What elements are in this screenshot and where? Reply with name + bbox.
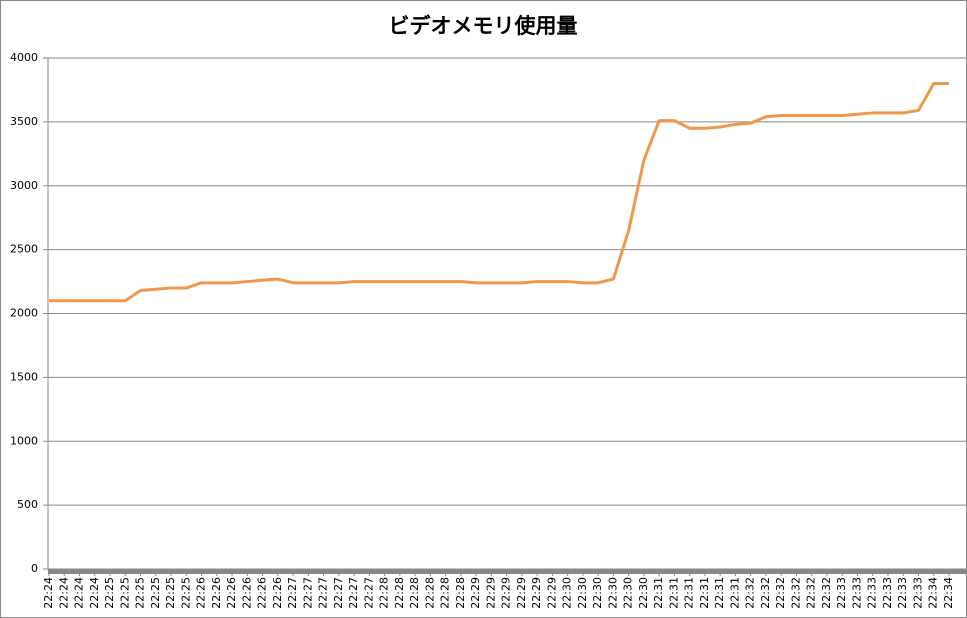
y-tick-label: 0 (31, 562, 38, 575)
x-tick-label: 22:29 (530, 577, 543, 609)
x-tick-label: 22:25 (149, 577, 162, 609)
y-tick-label: 2500 (10, 243, 38, 256)
x-tick-label: 22:29 (515, 577, 528, 609)
x-tick-label: 22:28 (423, 577, 436, 609)
x-tick-label: 22:31 (698, 577, 711, 609)
x-tick-label: 22:32 (774, 577, 787, 609)
x-tick-label: 22:28 (393, 577, 406, 609)
x-tick-label: 22:28 (408, 577, 421, 609)
x-tick-label: 22:30 (637, 577, 650, 609)
y-tick-label: 4000 (10, 51, 38, 64)
y-tick-label: 500 (17, 498, 38, 511)
x-tick-label: 22:29 (545, 577, 558, 609)
x-tick-label: 22:33 (850, 577, 863, 609)
x-tick-label: 22:33 (896, 577, 909, 609)
x-tick-label: 22:30 (591, 577, 604, 609)
y-tick-label: 3000 (10, 179, 38, 192)
x-tick-label: 22:24 (42, 577, 55, 609)
x-tick-label: 22:31 (683, 577, 696, 609)
x-tick-label: 22:26 (210, 577, 223, 609)
x-tick-label: 22:32 (820, 577, 833, 609)
x-tick-label: 22:30 (622, 577, 635, 609)
y-tick-label: 1000 (10, 434, 38, 447)
x-tick-label: 22:31 (667, 577, 680, 609)
data-line (49, 82, 949, 303)
x-tick-label: 22:28 (378, 577, 391, 609)
x-tick-label: 22:28 (454, 577, 467, 609)
x-tick-label: 22:30 (606, 577, 619, 609)
x-tick-label: 22:34 (927, 577, 940, 609)
x-tick-label: 22:25 (103, 577, 116, 609)
x-tick-label: 22:33 (866, 577, 879, 609)
x-tick-label: 22:33 (911, 577, 924, 609)
x-tick-label: 22:26 (240, 577, 253, 609)
x-tick-label: 22:25 (118, 577, 131, 609)
x-tick-label: 22:28 (439, 577, 452, 609)
x-tick-label: 22:27 (301, 577, 314, 609)
x-tick-label: 22:25 (164, 577, 177, 609)
y-tick-label: 1500 (10, 370, 38, 383)
x-tick-label: 22:29 (500, 577, 513, 609)
x-tick-label: 22:30 (576, 577, 589, 609)
x-tick-label: 22:27 (286, 577, 299, 609)
chart-title: ビデオメモリ使用量 (389, 14, 578, 38)
x-tick-label: 22:24 (57, 577, 70, 609)
x-tick-label: 22:33 (881, 577, 894, 609)
y-tick-label: 3500 (10, 115, 38, 128)
x-tick-label: 22:26 (195, 577, 208, 609)
x-tick-label: 22:29 (469, 577, 482, 609)
x-tick-label: 22:26 (271, 577, 284, 609)
x-tick-label: 22:32 (759, 577, 772, 609)
x-tick-label: 22:26 (225, 577, 238, 609)
y-tick-label: 2000 (10, 307, 38, 320)
x-tick-label: 22:25 (134, 577, 147, 609)
x-tick-label: 22:29 (484, 577, 497, 609)
x-tick-label: 22:25 (179, 577, 192, 609)
x-tick-label: 22:27 (362, 577, 375, 609)
x-tick-label: 22:27 (347, 577, 360, 609)
x-tick-label: 22:32 (805, 577, 818, 609)
x-tick-label: 22:30 (561, 577, 574, 609)
x-tick-label: 22:31 (713, 577, 726, 609)
x-tick-label: 22:24 (73, 577, 86, 609)
x-tick-label: 22:31 (652, 577, 665, 609)
x-tick-label: 22:27 (317, 577, 330, 609)
x-tick-label: 22:32 (789, 577, 802, 609)
x-tick-label: 22:34 (942, 577, 955, 609)
x-tick-label: 22:33 (835, 577, 848, 609)
x-tick-label: 22:32 (744, 577, 757, 609)
x-tick-label: 22:26 (256, 577, 269, 609)
x-tick-label: 22:31 (728, 577, 741, 609)
x-tick-label: 22:24 (88, 577, 101, 609)
x-tick-label: 22:27 (332, 577, 345, 609)
